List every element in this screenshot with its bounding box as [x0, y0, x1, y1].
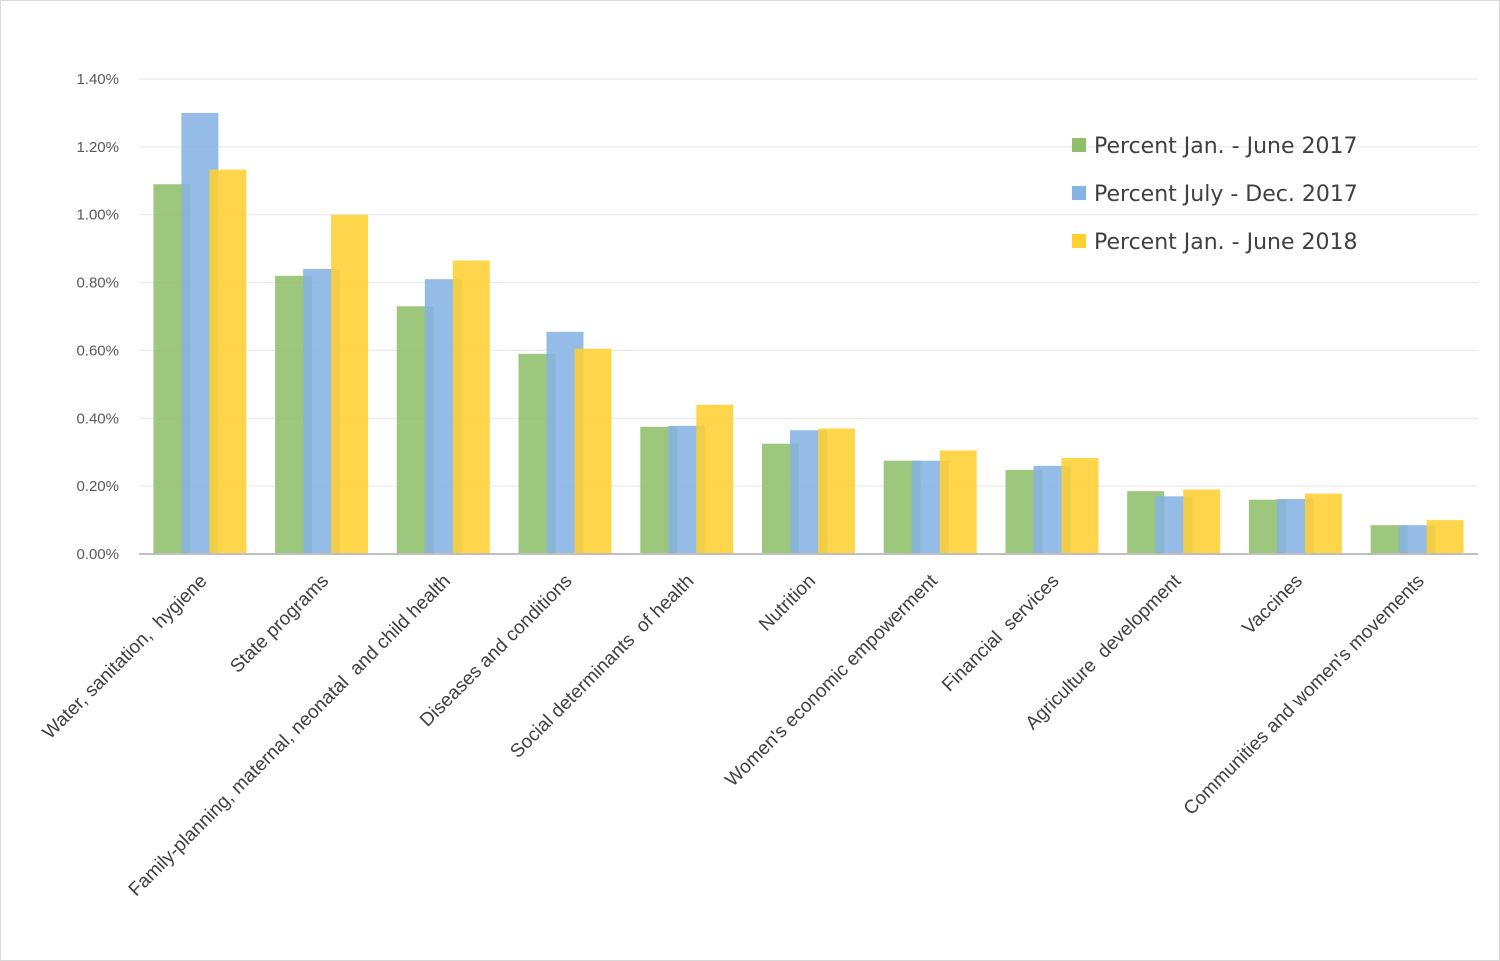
x-category-label: Communities and women's movements: [1180, 571, 1429, 820]
bar-series-3-10: [1304, 493, 1342, 554]
legend-swatch-1: [1072, 138, 1086, 152]
bar-series-3-9: [1183, 489, 1221, 554]
y-tick-label: 0.60%: [76, 342, 119, 359]
x-category-label: State programs: [226, 571, 333, 678]
bar-series-3-11: [1426, 520, 1464, 554]
legend-label-3: Percent Jan. - June 2018: [1094, 230, 1358, 255]
y-tick-label: 0.00%: [76, 546, 119, 563]
y-axis-ticks: 0.00% 0.20% 0.40% 0.60% 0.80% 1.00% 1.20% 1.40%: [76, 71, 119, 563]
y-tick-label: 1.40%: [76, 71, 119, 88]
bar-series-3-1: [209, 169, 247, 554]
legend-swatch-3: [1072, 234, 1086, 248]
x-axis-category-labels: Water, sanitation, hygiene State programs…: [39, 570, 1429, 901]
legend-label-2: Percent July - Dec. 2017: [1094, 182, 1358, 207]
legend-swatch-2: [1072, 186, 1086, 200]
x-category-label: Women's economic empowerment: [721, 570, 942, 791]
x-category-label: Vaccines: [1239, 571, 1307, 639]
bars: [153, 112, 1464, 555]
bar-series-3-6: [818, 428, 855, 554]
y-tick-label: 0.20%: [76, 478, 119, 495]
legend-label-1: Percent Jan. - June 2017: [1094, 134, 1358, 159]
bar-series-3-7: [939, 450, 977, 554]
y-tick-label: 1.20%: [76, 139, 119, 156]
x-category-label: Water, sanitation, hygiene: [39, 571, 212, 744]
bar-series-3-5: [696, 404, 734, 554]
legend: Percent Jan. - June 2017 Percent July - D…: [1072, 134, 1358, 255]
bar-series-3-2: [331, 214, 369, 554]
bar-series-3-4: [574, 348, 612, 554]
y-tick-label: 0.40%: [76, 410, 119, 427]
bar-series-3-8: [1061, 458, 1099, 554]
y-tick-label: 0.80%: [76, 275, 119, 292]
y-tick-label: 1.00%: [76, 207, 119, 224]
x-category-label: Financial services: [938, 571, 1063, 696]
x-category-label: Nutrition: [755, 571, 820, 636]
bar-series-3-3: [452, 260, 490, 554]
